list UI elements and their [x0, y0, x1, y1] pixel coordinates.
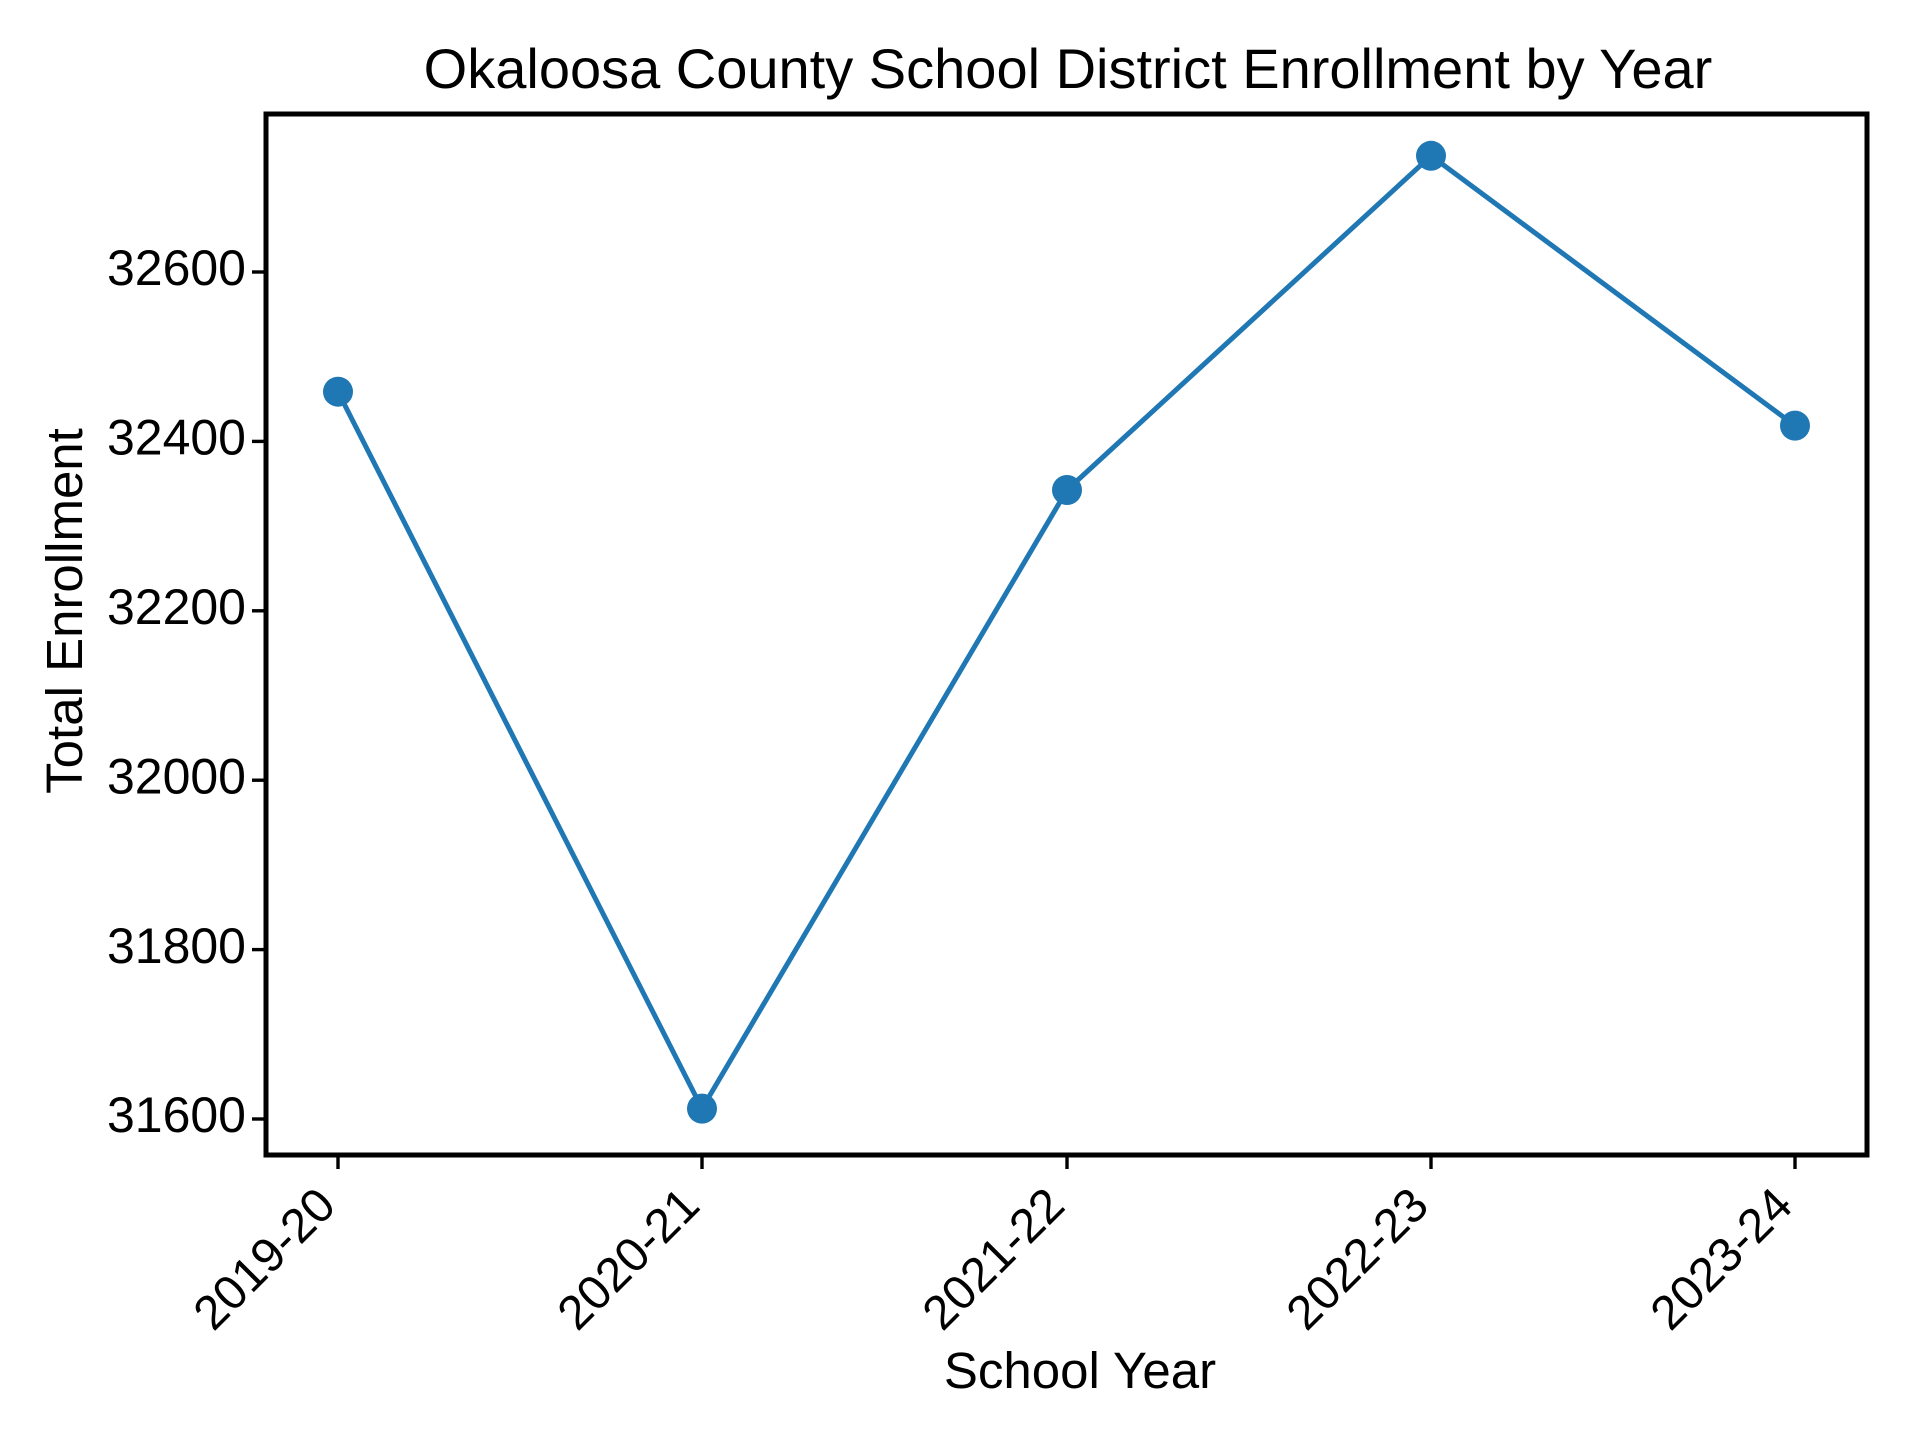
svg-text:Total Enrollment: Total Enrollment [36, 428, 93, 794]
svg-text:Okaloosa County School Distric: Okaloosa County School District Enrollme… [424, 37, 1713, 100]
svg-text:32600: 32600 [107, 240, 246, 296]
svg-text:School Year: School Year [944, 1342, 1216, 1399]
svg-text:2020-21: 2020-21 [548, 1178, 710, 1340]
svg-text:32400: 32400 [107, 410, 246, 466]
svg-text:2019-20: 2019-20 [184, 1178, 346, 1340]
svg-text:31600: 31600 [107, 1087, 246, 1143]
svg-text:32000: 32000 [107, 748, 246, 804]
svg-text:2022-23: 2022-23 [1277, 1178, 1439, 1340]
svg-text:2023-24: 2023-24 [1641, 1178, 1803, 1340]
svg-text:31800: 31800 [107, 918, 246, 974]
svg-text:2021-22: 2021-22 [913, 1178, 1075, 1340]
svg-text:32200: 32200 [107, 579, 246, 635]
